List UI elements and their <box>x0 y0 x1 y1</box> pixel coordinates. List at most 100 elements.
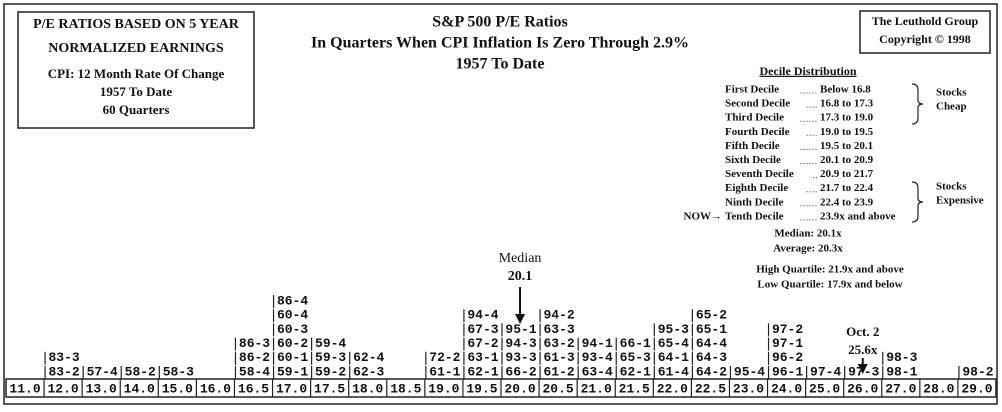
axis-label: 29.0 <box>961 381 992 396</box>
quarter-entry: 83-2 <box>49 364 80 379</box>
bracket-label: Cheap <box>936 101 967 113</box>
decile-range: 20.9 to 21.7 <box>820 168 874 180</box>
quarter-entry: 58-3 <box>163 364 194 379</box>
axis-label: 20.0 <box>504 381 535 396</box>
quarter-entry: 97-4 <box>810 364 841 379</box>
quarter-entry: 60-2 <box>277 336 308 351</box>
axis-label: 21.5 <box>619 381 650 396</box>
quarter-entry: 59-2 <box>315 364 346 379</box>
decile-name: Fourth Decile <box>725 126 790 138</box>
right-box <box>859 10 991 54</box>
quarter-entry: 83-3 <box>49 350 80 365</box>
quarter-entry: 97-1 <box>772 336 803 351</box>
bracket-label: Stocks <box>936 87 967 99</box>
quarter-entry: 62-1 <box>620 364 651 379</box>
quarter-entry: 59-1 <box>277 364 308 379</box>
arrow-head <box>857 364 868 374</box>
stat-line: Median: 20.1x <box>774 228 842 240</box>
quarter-entry: 65-2 <box>696 308 727 323</box>
decile-range: 22.4 to 23.9 <box>820 196 874 208</box>
quarter-entry: 61-1 <box>429 364 460 379</box>
quarter-entry: 96-1 <box>772 364 803 379</box>
quarter-entry: 58-4 <box>239 364 270 379</box>
quarter-entry: 64-2 <box>696 364 727 379</box>
quarter-entry: 95-1 <box>505 322 536 337</box>
quarter-entry: 66-1 <box>620 336 651 351</box>
axis-label: 19.5 <box>466 381 497 396</box>
brace <box>911 83 924 125</box>
arrow-head <box>515 314 526 324</box>
axis-label: 19.0 <box>428 381 459 396</box>
left-box-line: CPI: 12 Month Rate Of Change <box>48 66 225 81</box>
decile-name: Eighth Decile <box>725 182 788 194</box>
quarter-entry: 96-2 <box>772 350 803 365</box>
quarter-entry: 67-2 <box>467 336 498 351</box>
quarter-entry: 94-4 <box>467 308 498 323</box>
title-line: S&P 500 P/E Ratios <box>432 14 568 31</box>
axis-label: 16.0 <box>200 381 231 396</box>
decile-name: Third Decile <box>725 112 784 124</box>
axis-label: 11.0 <box>9 381 40 396</box>
quarter-entry: 64-3 <box>696 350 727 365</box>
title-line: 1957 To Date <box>456 56 545 73</box>
quarter-entry: 62-3 <box>353 364 384 379</box>
quarter-entry: 65-4 <box>658 336 689 351</box>
decile-range: Below 16.8 <box>820 84 871 96</box>
decile-title: Decile Distribution <box>760 64 857 78</box>
bracket-label: Expensive <box>936 195 984 207</box>
stat-line: High Quartile: 21.9x and above <box>756 264 904 276</box>
left-box-line: P/E RATIOS BASED ON 5 YEAR <box>33 17 240 32</box>
quarter-entry: 95-4 <box>734 364 765 379</box>
quarter-entry: 59-4 <box>315 336 346 351</box>
left-box <box>17 11 255 129</box>
left-box-line: NORMALIZED EARNINGS <box>48 41 224 56</box>
quarter-entry: 64-4 <box>696 336 727 351</box>
current-note: 25.6x <box>848 342 878 357</box>
quarter-entry: 98-3 <box>886 350 917 365</box>
axis-label: 15.0 <box>162 381 193 396</box>
quarter-entry: 66-2 <box>505 364 536 379</box>
stat-line: Low Quartile: 17.9x and below <box>757 279 902 291</box>
decile-name: Fifth Decile <box>725 140 780 152</box>
decile-range: 17.3 to 19.0 <box>820 112 874 124</box>
quarter-entry: 61-2 <box>544 364 575 379</box>
brace <box>911 181 924 223</box>
axis-label: 22.0 <box>657 381 688 396</box>
left-box-line: 60 Quarters <box>103 102 170 117</box>
axis-label: 17.0 <box>276 381 307 396</box>
decile-name: Second Decile <box>725 98 790 110</box>
right-box-line: Copyright © 1998 <box>879 32 971 46</box>
quarter-entry: 62-1 <box>467 364 498 379</box>
axis-label: 22.5 <box>695 381 726 396</box>
stat-line: Average: 20.3x <box>773 243 843 255</box>
quarter-entry: 97-2 <box>772 322 803 337</box>
axis-label: 17.5 <box>314 381 345 396</box>
title-line: In Quarters When CPI Inflation Is Zero T… <box>311 35 689 52</box>
quarter-entry: 58-2 <box>125 364 156 379</box>
axis-label: 26.0 <box>847 381 878 396</box>
median-note: Median <box>499 251 542 266</box>
decile-range: 16.8 to 17.3 <box>820 98 874 110</box>
quarter-entry: 94-2 <box>544 308 575 323</box>
quarter-entry: 57-4 <box>87 364 118 379</box>
outer-frame <box>3 3 998 405</box>
decile-range: 20.1 to 20.9 <box>820 154 874 166</box>
quarter-entry: 59-3 <box>315 350 346 365</box>
quarter-entry: 67-3 <box>467 322 498 337</box>
decile-range: 19.5 to 20.1 <box>820 140 873 152</box>
left-box-line: 1957 To Date <box>100 84 172 99</box>
quarter-entry: 65-3 <box>620 350 651 365</box>
quarter-entry: 98-2 <box>962 364 993 379</box>
decile-range: 19.0 to 19.5 <box>820 126 874 138</box>
axis-label: 21.0 <box>581 381 612 396</box>
quarter-entry: 62-4 <box>353 350 384 365</box>
quarter-entry: 63-4 <box>582 364 613 379</box>
bracket-label: Stocks <box>936 181 967 193</box>
axis-label: 18.5 <box>390 381 421 396</box>
quarter-entry: 93-3 <box>505 350 536 365</box>
quarter-entry: 94-3 <box>505 336 536 351</box>
quarter-entry: 65-1 <box>696 322 727 337</box>
median-note: 20.1 <box>508 269 533 284</box>
quarter-entry: 86-3 <box>239 336 270 351</box>
